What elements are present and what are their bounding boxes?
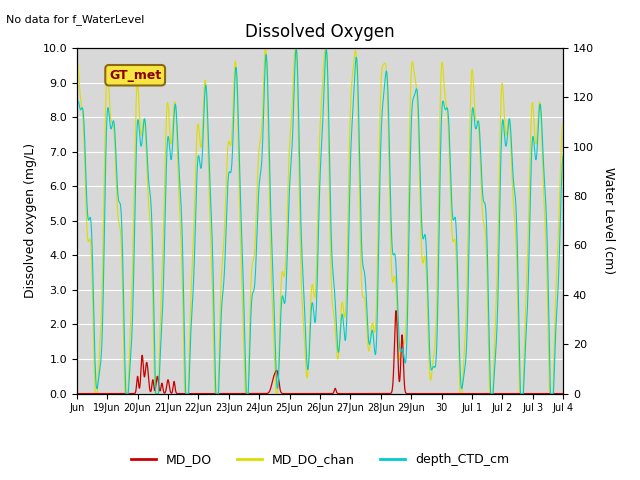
Y-axis label: Dissolved oxygen (mg/L): Dissolved oxygen (mg/L) — [24, 143, 37, 299]
Legend: MD_DO, MD_DO_chan, depth_CTD_cm: MD_DO, MD_DO_chan, depth_CTD_cm — [126, 448, 514, 471]
Title: Dissolved Oxygen: Dissolved Oxygen — [245, 23, 395, 41]
Y-axis label: Water Level (cm): Water Level (cm) — [602, 167, 615, 275]
Text: GT_met: GT_met — [109, 69, 161, 82]
Text: No data for f_WaterLevel: No data for f_WaterLevel — [6, 14, 145, 25]
